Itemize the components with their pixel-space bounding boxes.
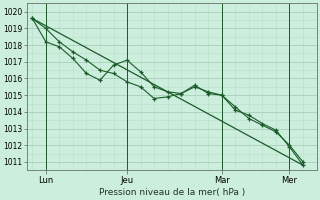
X-axis label: Pression niveau de la mer( hPa ): Pression niveau de la mer( hPa )	[99, 188, 245, 197]
